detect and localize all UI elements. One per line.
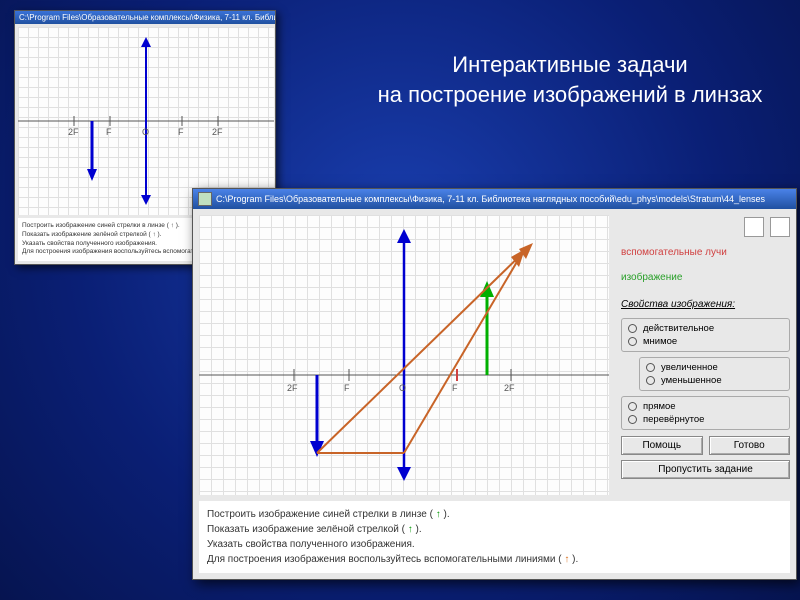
skip-button[interactable]: Пропустить задание [621, 460, 790, 479]
opt-reduced[interactable]: уменьшенное [646, 374, 783, 387]
group-orientation: прямое перевёрнутое [621, 396, 790, 430]
done-button[interactable]: Готово [709, 436, 791, 455]
info-line-3: Указать свойства полученного изображения… [207, 537, 782, 552]
svg-text:O: O [399, 383, 406, 393]
opt-real[interactable]: действительное [628, 322, 783, 335]
svg-text:2F: 2F [504, 383, 515, 393]
large-titlebar: C:\Program Files\Образовательные комплек… [193, 189, 796, 209]
info-line-4: Для построения изображения воспользуйтес… [207, 554, 578, 565]
svg-text:F: F [344, 383, 350, 393]
svg-text:O: O [142, 127, 149, 137]
svg-text:F: F [106, 127, 112, 137]
swatch-2[interactable] [770, 217, 790, 237]
small-titlebar: C:\Program Files\Образовательные комплек… [15, 11, 275, 24]
opt-inverted[interactable]: перевёрнутое [628, 413, 783, 426]
info-line-2: Показать изображение зелёной стрелкой ( … [207, 524, 422, 535]
info-line-1: Построить изображение синей стрелки в ли… [207, 509, 450, 520]
large-window: C:\Program Files\Образовательные комплек… [192, 188, 797, 580]
svg-text:2F: 2F [68, 127, 79, 137]
svg-text:F: F [178, 127, 184, 137]
svg-text:2F: 2F [287, 383, 298, 393]
small-canvas[interactable]: 2F F O F 2F [18, 27, 274, 215]
opt-enlarged[interactable]: увеличенное [646, 361, 783, 374]
swatch-1[interactable] [744, 217, 764, 237]
props-title: Свойства изображения: [621, 299, 790, 310]
help-button[interactable]: Помощь [621, 436, 703, 455]
app-icon [198, 192, 212, 206]
opt-upright[interactable]: прямое [628, 400, 783, 413]
image-label: изображение [621, 272, 790, 283]
aux-rays-label: вспомогательные лучи [621, 247, 790, 258]
large-info: Построить изображение синей стрелки в ли… [199, 501, 790, 573]
side-panel: вспомогательные лучи изображение Свойств… [615, 209, 796, 501]
group-real-virtual: действительное мнимое [621, 318, 790, 352]
large-canvas[interactable]: 2F F O F 2F [199, 215, 609, 495]
group-size: увеличенное уменьшенное [639, 357, 790, 391]
svg-text:2F: 2F [212, 127, 223, 137]
page-title: Интерактивные задачи на построение изобр… [360, 50, 780, 109]
svg-text:F: F [452, 383, 458, 393]
opt-virtual[interactable]: мнимое [628, 335, 783, 348]
